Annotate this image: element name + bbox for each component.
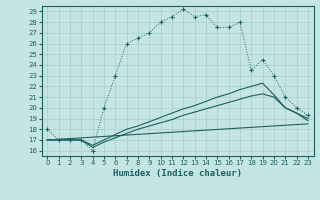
X-axis label: Humidex (Indice chaleur): Humidex (Indice chaleur) [113, 169, 242, 178]
